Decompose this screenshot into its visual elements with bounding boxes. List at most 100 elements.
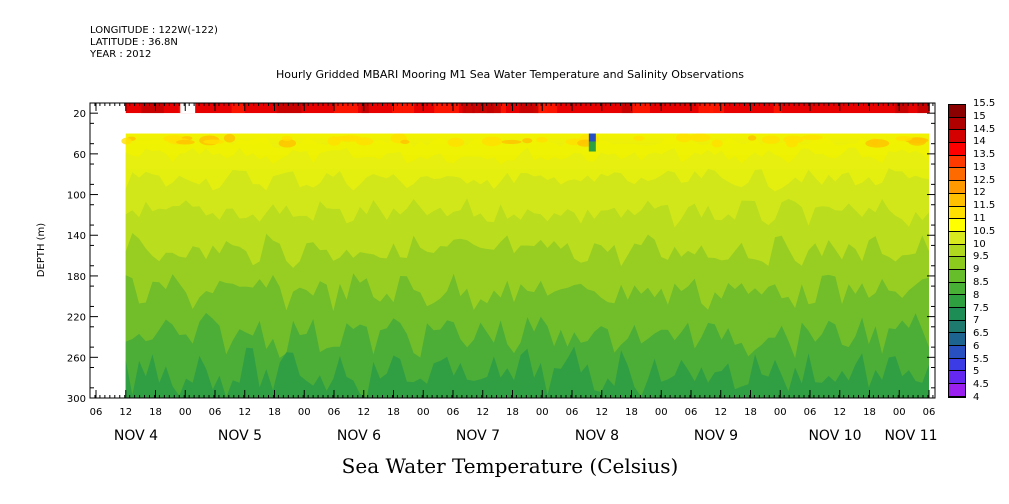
colorbar-swatch (949, 333, 965, 347)
warm-patch (355, 137, 374, 146)
x-tick-label: 00 (655, 407, 668, 418)
data-gap (125, 113, 929, 134)
colorbar-label: 7.5 (973, 302, 989, 314)
x-tick-label: 12 (238, 407, 251, 418)
y-tick-label: 180 (67, 272, 86, 283)
colorbar-label: 8 (973, 289, 980, 301)
colorbar-swatch (949, 295, 965, 308)
surface-patch (141, 103, 164, 114)
warm-patch (895, 135, 913, 142)
x-tick-label: 00 (536, 407, 549, 418)
warm-patch (908, 137, 927, 146)
x-day-label: NOV 4 (114, 428, 158, 444)
colorbar-swatch (949, 193, 965, 207)
colorbar (948, 104, 966, 398)
colorbar-label: 9.5 (973, 251, 989, 263)
colorbar-label: 15 (973, 110, 986, 122)
surface-patch (361, 103, 369, 114)
colorbar-label: 12.5 (973, 174, 996, 186)
x-tick-label: 00 (893, 407, 906, 418)
x-tick-label: 12 (833, 407, 846, 418)
colorbar-label: 8.5 (973, 276, 989, 288)
warm-patch (500, 139, 522, 144)
surface-patch (231, 103, 245, 114)
x-day-label: NOV 11 (884, 428, 937, 444)
colorbar-swatch (949, 219, 965, 232)
warm-patch (176, 139, 195, 145)
colorbar-swatch (949, 346, 965, 359)
surface-patch (630, 103, 650, 114)
x-tick-label: 12 (119, 407, 132, 418)
warm-patch (689, 133, 711, 142)
colorbar-label: 4 (973, 392, 980, 403)
colorbar-label: 10 (973, 238, 986, 250)
warm-patch (327, 136, 341, 146)
colorbar-swatch (949, 231, 965, 245)
x-axis-title: Sea Water Temperature (Celsius) (341, 454, 679, 478)
colorbar-label: 10.5 (973, 225, 996, 237)
surface-patch (434, 103, 459, 114)
warm-patch (783, 135, 804, 144)
latitude-label: LATITUDE : 36.8N (90, 37, 178, 48)
colorbar-swatch (949, 155, 965, 169)
surface-patch (709, 103, 725, 114)
x-day-label: NOV 10 (808, 428, 861, 444)
x-tick-label: 00 (417, 407, 430, 418)
colorbar-label: 15.5 (973, 98, 996, 109)
warm-patch (278, 138, 297, 148)
warm-patch (121, 137, 132, 145)
surface-patch (917, 103, 930, 114)
colorbar-label: 5.5 (973, 353, 989, 365)
colorbar-label: 11 (973, 213, 986, 225)
y-tick-label: 100 (67, 191, 86, 202)
x-tick-label: 06 (209, 407, 222, 418)
surface-patch (698, 103, 714, 114)
y-tick-label: 20 (73, 109, 86, 120)
x-day-label: NOV 8 (575, 428, 619, 444)
surface-patch (392, 103, 403, 114)
colorbar-label: 11.5 (973, 200, 996, 212)
warm-patch (281, 135, 293, 142)
y-tick-label: 300 (67, 394, 86, 405)
x-day-label: NOV 6 (337, 428, 381, 444)
x-tick-label: 00 (298, 407, 311, 418)
year-label: YEAR : 2012 (90, 49, 152, 60)
warm-patch (761, 135, 781, 144)
surface-patch (276, 103, 302, 114)
x-tick-label: 18 (387, 407, 400, 418)
colorbar-swatch (949, 320, 965, 334)
colorbar-swatch (949, 244, 965, 258)
warm-patch (747, 135, 757, 141)
colorbar-label: 14 (973, 136, 986, 148)
cold-anomaly-edge (588, 141, 596, 152)
data-gap (180, 103, 196, 114)
colorbar-swatch (949, 181, 965, 194)
chart-title: Hourly Gridded MBARI Mooring M1 Sea Wate… (275, 68, 745, 81)
warm-patch (865, 139, 890, 148)
colorbar-swatch (949, 384, 965, 397)
surface-patch (621, 103, 633, 114)
colorbar-label: 6.5 (973, 328, 989, 340)
x-tick-label: 12 (595, 407, 608, 418)
surface-patch (486, 103, 501, 114)
x-tick-label: 06 (804, 407, 817, 418)
x-day-label: NOV 7 (456, 428, 500, 444)
colorbar-label: 13 (973, 161, 986, 173)
x-tick-label: 12 (357, 407, 370, 418)
colorbar-label: 13.5 (973, 149, 996, 161)
x-day-label: NOV 5 (218, 428, 262, 444)
colorbar-label: 7 (973, 315, 980, 327)
y-tick-label: 60 (73, 150, 86, 161)
warm-patch (203, 139, 225, 145)
surface-patch (519, 103, 539, 114)
colorbar-label: 5 (973, 366, 980, 378)
colorbar-label: 12 (973, 187, 986, 199)
colorbar-swatch (949, 130, 965, 144)
y-tick-label: 260 (67, 353, 86, 364)
colorbar-swatch (949, 143, 965, 156)
x-tick-label: 00 (179, 407, 192, 418)
x-tick-label: 18 (149, 407, 162, 418)
surface-patch (462, 103, 475, 114)
x-tick-label: 06 (923, 407, 936, 418)
colorbar-label: 9 (973, 264, 980, 276)
